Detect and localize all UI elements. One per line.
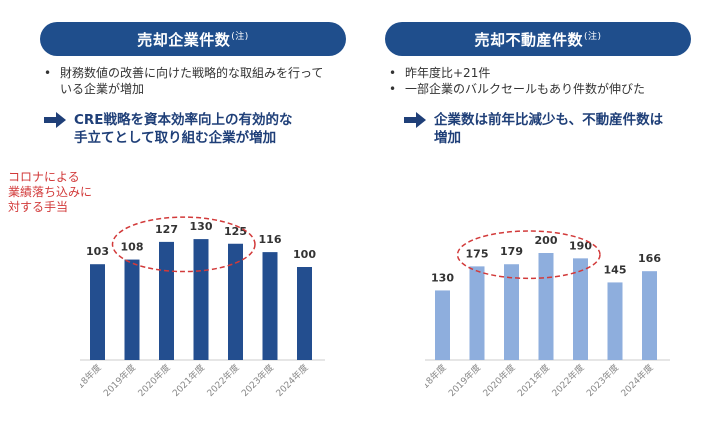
left-callout-line-1: CRE戦略を資本効率向上の有効的な: [74, 112, 293, 128]
right-callout-line-1: 企業数は前年比減少も、不動産件数は: [434, 112, 664, 128]
left-value-label: 103: [86, 245, 109, 258]
left-callout-line-2: 手立てとして取り組む企業が増加: [74, 130, 277, 146]
arrow-right-icon: [44, 112, 66, 128]
left-tick-label: 2023年度: [239, 362, 276, 399]
right-value-label: 130: [431, 271, 454, 284]
right-value-label: 200: [535, 234, 558, 247]
right-bar-chart: 130 2018年度 175 2019年度 179 2020年度 200 2021年度 190 2…: [425, 230, 670, 399]
right-value-label: 166: [638, 252, 661, 265]
left-value-label: 130: [190, 220, 213, 233]
left-bar-2021年度: [193, 239, 209, 360]
right-tick-label: 2021年度: [515, 362, 552, 399]
left-title-note: (注): [231, 31, 249, 42]
left-tick-label: 2021年度: [170, 362, 207, 399]
right-tick-label: 2019年度: [446, 362, 483, 399]
right-value-label: 145: [604, 263, 627, 276]
left-bar-2018年度: [90, 264, 105, 360]
right-tick-label: 2022年度: [549, 362, 586, 399]
left-tick-label: 2020年度: [135, 362, 172, 399]
right-value-label: 175: [466, 247, 489, 260]
left-title-pill: 売却企業件数 (注): [40, 22, 346, 56]
left-title: 売却企業件数: [137, 30, 231, 49]
left-value-label: 100: [293, 248, 316, 261]
left-value-label: 116: [259, 233, 282, 246]
right-bar-2020年度: [504, 264, 519, 360]
right-bullets: 昨年度比+21件 一部企業のバルクセールもあり件数が伸びた: [385, 65, 705, 97]
left-tick-label: 2018年度: [80, 362, 104, 399]
right-bar-2022年度: [573, 258, 588, 360]
right-tick-label: 2018年度: [425, 362, 449, 399]
right-callout-line-2: 増加: [434, 130, 461, 146]
right-title-pill: 売却不動産件数 (注): [385, 22, 691, 56]
left-bar-2024年度: [297, 267, 312, 360]
left-bar-2020年度: [159, 241, 174, 360]
right-bullet-2: 一部企業のバルクセールもあり件数が伸びた: [385, 81, 705, 97]
right-value-label: 190: [569, 239, 592, 252]
right-tick-label: 2020年度: [480, 362, 517, 399]
left-highlight-ellipse: [111, 216, 256, 273]
right-tick-label: 2024年度: [618, 362, 655, 399]
right-highlight-ellipse: [456, 230, 601, 280]
right-title: 売却不動産件数: [474, 30, 583, 49]
left-bar-2022年度: [228, 243, 243, 360]
left-value-label: 127: [155, 223, 178, 236]
left-tick-label: 2019年度: [101, 362, 138, 399]
arrow-right-icon: [404, 112, 426, 128]
right-bar-2024年度: [642, 271, 657, 360]
left-tick-label: 2024年度: [273, 362, 310, 399]
left-value-label: 125: [224, 225, 247, 238]
right-bar-2018年度: [435, 290, 450, 360]
left-bar-2019年度: [124, 259, 140, 360]
right-bar-2021年度: [538, 253, 554, 360]
left-value-label: 108: [121, 241, 144, 254]
right-bullet-1: 昨年度比+21件: [385, 65, 705, 81]
right-bar-2019年度: [469, 266, 485, 360]
left-bar-2023年度: [262, 252, 278, 360]
left-tick-label: 2022年度: [204, 362, 241, 399]
right-value-label: 179: [500, 245, 523, 258]
right-callout: 企業数は前年比減少も、不動産件数は 増加: [404, 111, 663, 147]
covid-note: コロナによる 業績落ち込みに 対する手当: [8, 170, 93, 214]
right-tick-label: 2023年度: [584, 362, 621, 399]
right-title-note: (注): [583, 31, 602, 42]
left-callout: CRE戦略を資本効率向上の有効的な 手立てとして取り組む企業が増加: [44, 111, 293, 147]
left-bar-chart: 103 2018年度 108 2019年度 127 2020年度 130 2021年度 125 2…: [80, 216, 325, 399]
right-bar-2023年度: [607, 282, 623, 360]
